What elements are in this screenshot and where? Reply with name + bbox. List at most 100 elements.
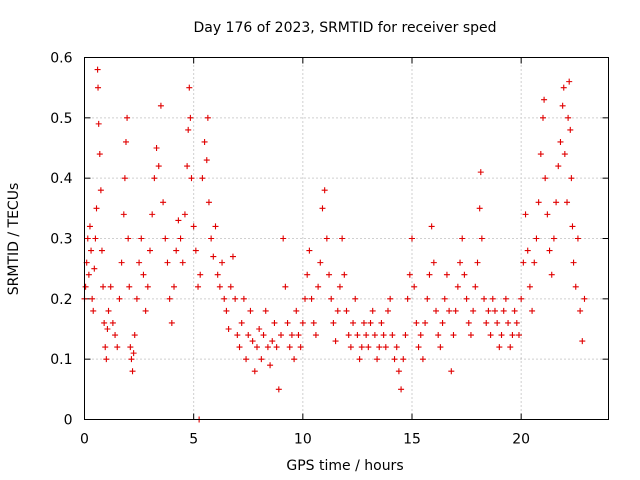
data-point [130,350,137,357]
data-point [86,223,93,230]
data-point [267,362,274,369]
data-point [483,319,490,326]
data-point [352,295,359,302]
data-point [524,247,531,254]
data-point [149,211,156,218]
data-point [82,283,89,290]
x-axis-label: GPS time / hours [286,458,403,474]
data-point [205,199,212,206]
data-point [537,151,544,158]
data-point [328,295,335,302]
data-point [304,271,311,278]
data-point [336,283,343,290]
data-point [92,235,99,242]
data-point [574,235,581,242]
data-point [299,319,306,326]
data-point [380,332,387,339]
data-point [422,319,429,326]
data-point [502,295,509,302]
y-tick-label: 0 [64,413,73,429]
data-point [98,247,105,254]
data-point [227,283,234,290]
data-point [439,319,446,326]
data-point [406,271,413,278]
data-point [472,283,479,290]
data-point [564,199,571,206]
data-point [494,319,501,326]
x-tick-label: 10 [294,432,312,448]
data-point [570,259,577,266]
data-point [280,235,287,242]
data-point [566,78,573,85]
data-point [555,163,562,170]
data-point [546,247,553,254]
data-point [210,253,217,260]
y-tick-label: 0.4 [50,171,72,187]
data-point [251,368,258,375]
data-point [195,283,202,290]
data-point [424,295,431,302]
data-point [126,283,133,290]
data-point [343,307,350,314]
data-point [260,332,267,339]
data-point [245,332,252,339]
data-point [489,295,496,302]
data-point [358,344,365,351]
data-point [522,211,529,218]
data-point [334,307,341,314]
data-point [175,217,182,224]
data-point [474,259,481,266]
y-tick-label: 0.5 [50,111,72,127]
data-point [529,307,536,314]
data-point [354,332,361,339]
data-point [100,283,107,290]
data-point [114,344,121,351]
data-point [579,338,586,345]
data-point [201,138,208,145]
data-point [511,307,518,314]
x-tick-label: 5 [189,432,198,448]
data-point [94,66,101,73]
data-point [382,344,389,351]
data-point [221,295,228,302]
y-tick-label: 0.3 [50,232,72,248]
data-point [256,326,263,332]
data-point [339,235,346,242]
data-point [323,235,330,242]
data-point [520,259,527,266]
data-point [162,235,169,242]
data-point [293,307,300,314]
data-point [112,332,119,339]
data-point [459,235,466,242]
data-point [188,175,195,182]
plot-frame [84,57,609,420]
data-point [229,253,236,260]
data-point [505,319,512,326]
data-point [133,295,140,302]
data-point [387,295,394,302]
data-point [485,307,492,314]
data-point [518,295,525,302]
x-tick-label: 15 [403,432,421,448]
data-point [550,235,557,242]
data-point [477,169,484,176]
y-tick-label: 0.1 [50,352,72,368]
data-point [310,319,317,326]
data-point [507,344,514,351]
data-point [125,235,132,242]
data-point [470,307,477,314]
data-point [262,307,269,314]
data-point [282,283,289,290]
data-point [157,102,164,109]
data-point [121,175,128,182]
data-point [127,344,134,351]
data-point [461,271,468,278]
data-point [448,368,455,375]
data-point [542,175,549,182]
data-point [199,175,206,182]
data-point [171,283,178,290]
data-point [186,84,193,91]
data-point [553,199,560,206]
data-point [568,175,575,182]
